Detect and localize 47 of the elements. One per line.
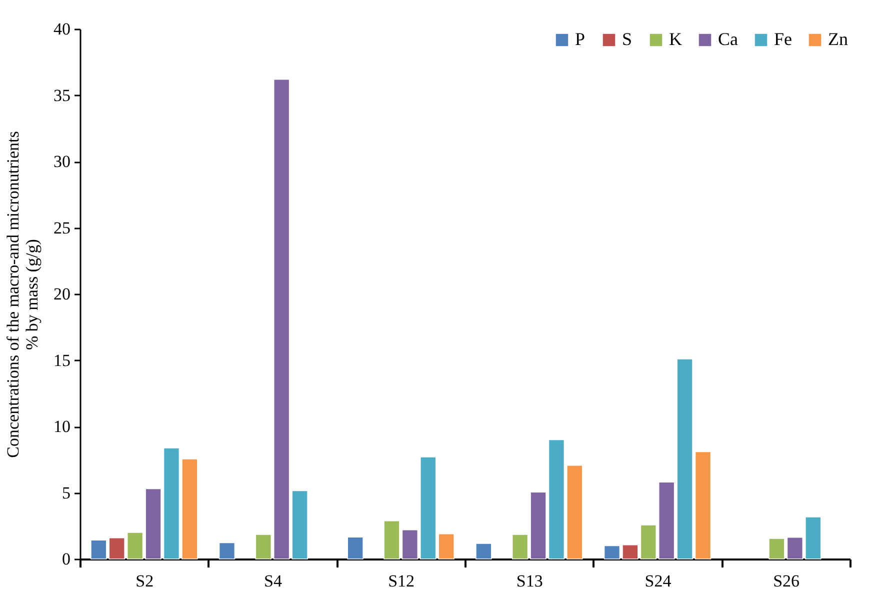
bar (402, 529, 418, 560)
x-tick-label: S4 (264, 572, 282, 590)
bar (384, 520, 400, 560)
legend-label: P (575, 29, 586, 49)
bar (273, 78, 290, 560)
bar (126, 532, 144, 560)
bar (530, 492, 546, 560)
bar (548, 439, 565, 560)
bar (622, 544, 638, 560)
bar (658, 482, 675, 560)
y-tick-label: 10 (54, 417, 70, 436)
bar (640, 524, 657, 560)
y-tick-label: 25 (54, 218, 70, 238)
y-tick-label: 40 (54, 20, 70, 38)
bar (786, 537, 804, 560)
bar (218, 542, 236, 560)
bar (163, 448, 180, 560)
bar (476, 543, 492, 560)
bar (347, 536, 364, 560)
legend-label: Ca (718, 29, 738, 49)
x-tick-label: S13 (516, 572, 543, 590)
legend-label: Fe (774, 29, 792, 49)
bar (255, 534, 272, 560)
legend-label: K (669, 29, 682, 49)
bar (292, 490, 308, 560)
y-tick-label: 30 (54, 152, 70, 171)
bar (566, 464, 583, 560)
bar (182, 458, 198, 560)
y-tick-label: 20 (54, 284, 70, 304)
x-tick-label: S12 (388, 572, 415, 590)
bar (676, 358, 693, 560)
x-tick-label: S2 (136, 572, 154, 590)
y-tick-label: 5 (62, 483, 70, 502)
y-tick-label: 35 (54, 86, 70, 105)
bar (805, 516, 822, 560)
bar (768, 538, 785, 560)
bar (145, 488, 162, 560)
y-axis-title: Concentrations of the macro-and micronutrients % by mass (g/g) (4, 131, 42, 458)
bar (512, 534, 528, 560)
bar (604, 545, 620, 560)
legend-label: Zn (828, 29, 848, 49)
bar (694, 451, 712, 560)
y-tick-label: 15 (54, 350, 70, 370)
legend-label: S (622, 29, 632, 49)
x-tick-label: S26 (773, 572, 800, 590)
x-tick-label: S24 (644, 572, 672, 590)
y-tick-label: 0 (62, 550, 70, 568)
